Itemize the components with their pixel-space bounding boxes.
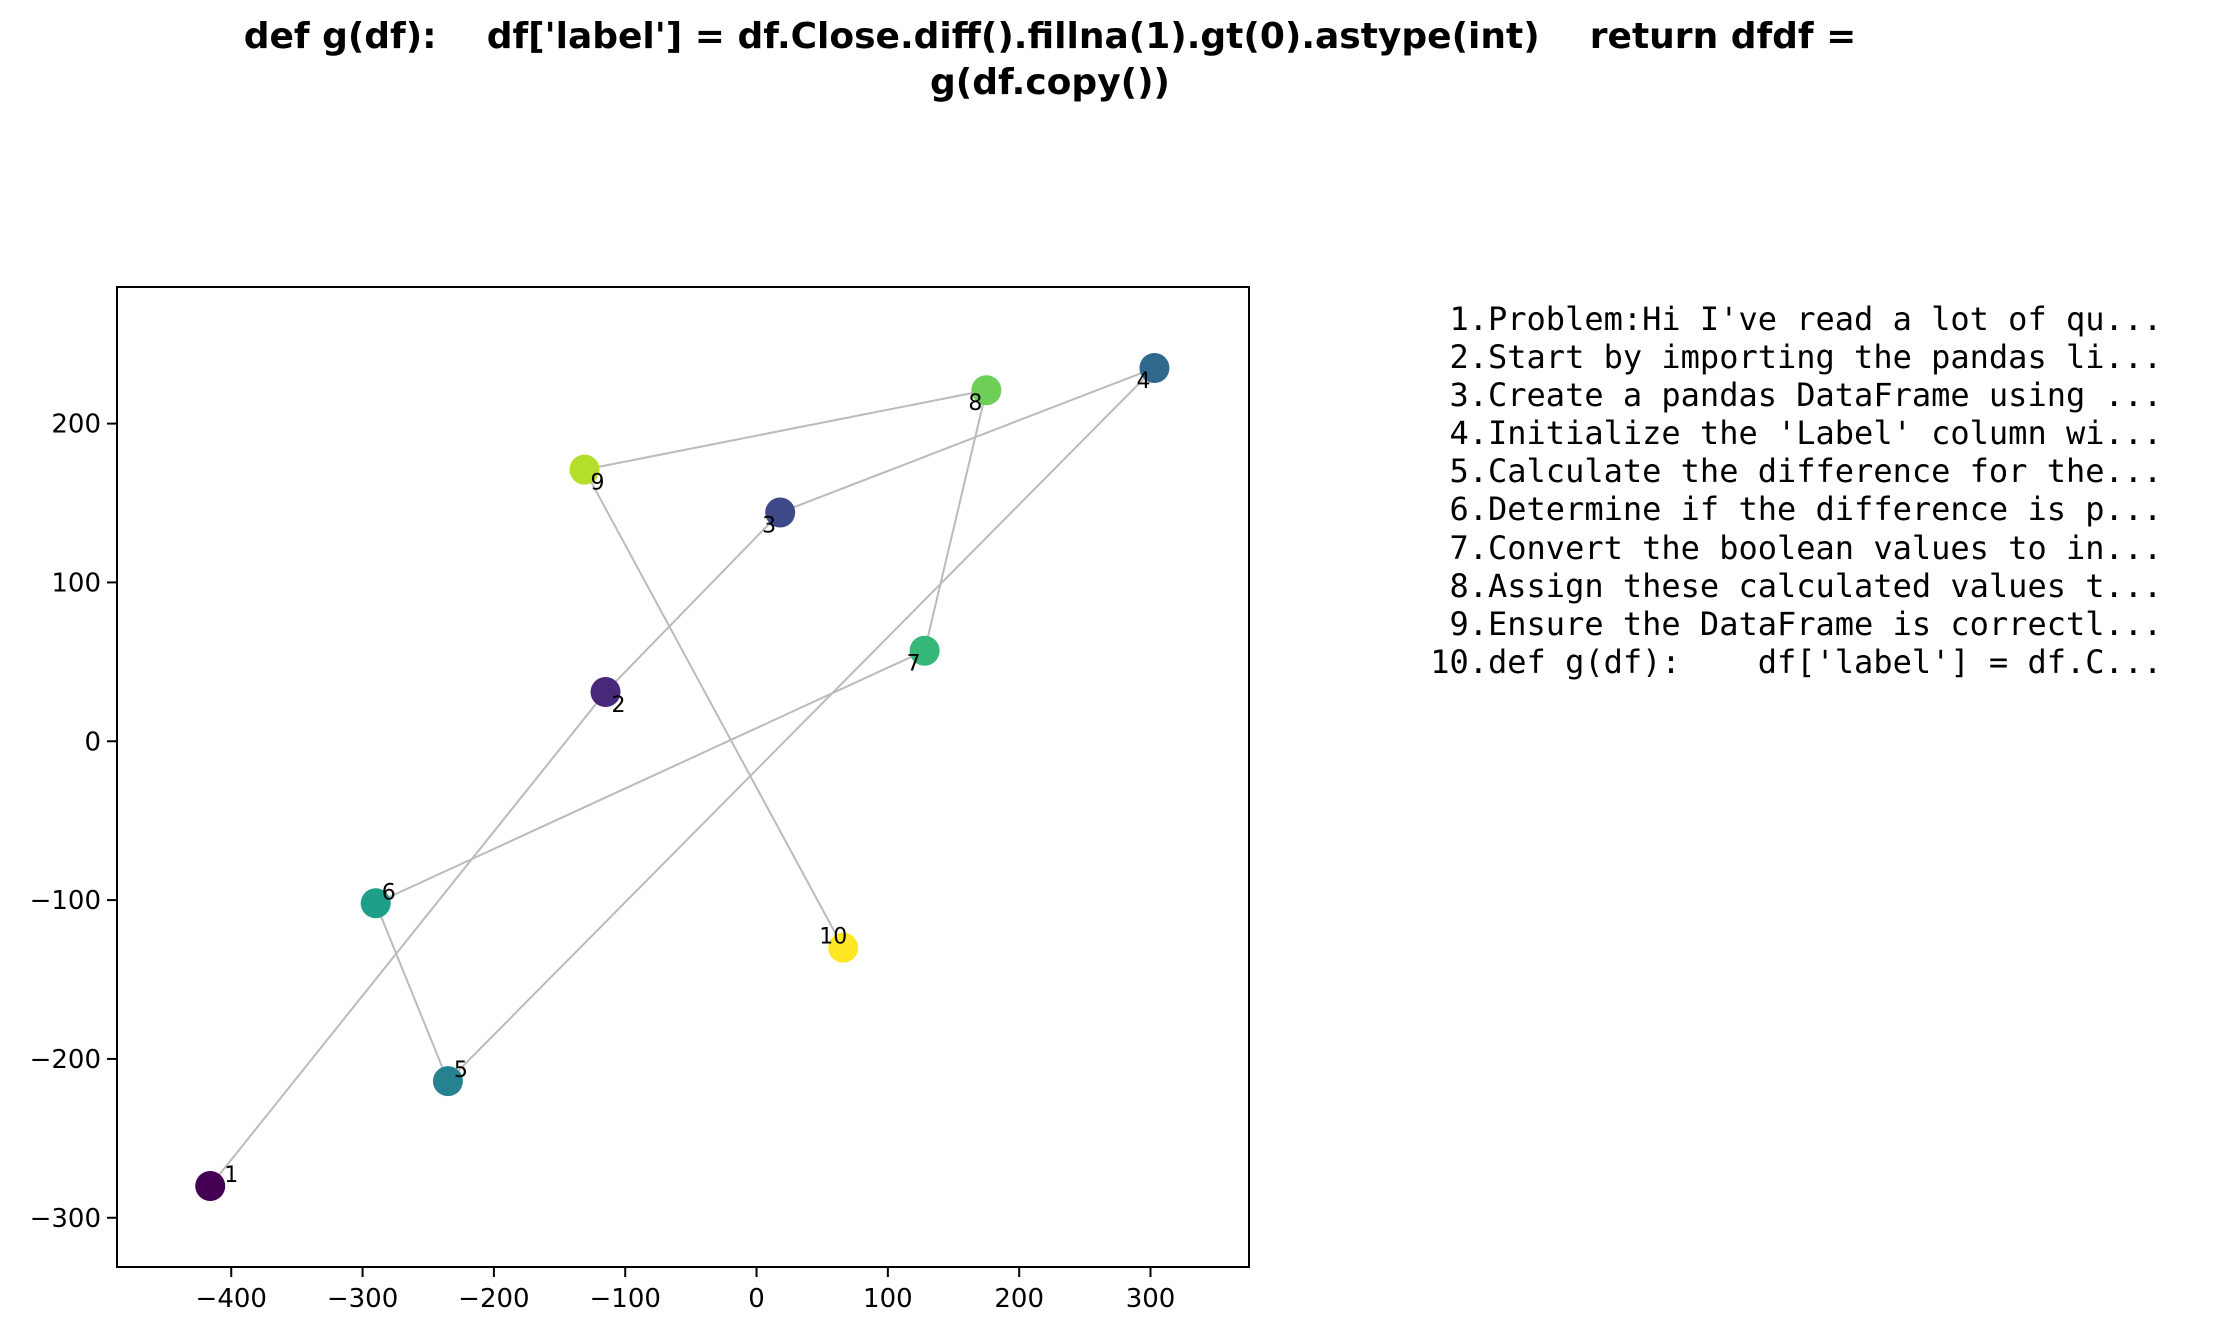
point-label: 4 (1136, 369, 1150, 394)
step-text: Determine if the difference is p... (1488, 490, 2163, 529)
step-text: Problem:Hi I've read a lot of qu... (1488, 300, 2163, 338)
step-text: Calculate the difference for the... (1488, 452, 2163, 491)
x-tick-label: −200 (458, 1284, 529, 1314)
x-tick-label: −100 (590, 1284, 661, 1314)
connector-line (923, 390, 988, 651)
chart-title: def g(df): df['label'] = df.Close.diff()… (0, 14, 2100, 106)
chart-title-line-1: def g(df): df['label'] = df.Close.diff()… (243, 16, 1857, 57)
point-label: 3 (762, 514, 776, 539)
step-number: 3. (1449, 376, 1488, 415)
step-text: Convert the boolean values to in... (1488, 528, 2163, 567)
step-text: Assign these calculated values t... (1488, 566, 2163, 605)
x-tick-label: 200 (994, 1284, 1044, 1314)
step-number: 2. (1449, 338, 1488, 377)
step-text: Start by importing the pandas li... (1488, 338, 2163, 377)
step-text: Ensure the DataFrame is correctl... (1488, 604, 2163, 643)
point-label: 7 (907, 652, 921, 677)
connector-line (583, 469, 845, 949)
connector-line (584, 389, 987, 471)
point-label: 2 (612, 693, 626, 718)
step-number: 8. (1449, 566, 1488, 605)
connector-line (779, 367, 1155, 514)
step-number: 5. (1449, 452, 1488, 491)
point-label: 10 (819, 925, 847, 950)
y-tick-label: 0 (84, 727, 101, 757)
data-point (360, 888, 391, 919)
step-number: 1. (1449, 300, 1488, 338)
step-item: 8. Assign these calculated values t... (1410, 567, 2220, 605)
step-item: 1. Problem:Hi I've read a lot of qu... (1410, 300, 2220, 338)
step-item: 9. Ensure the DataFrame is correctl... (1410, 605, 2220, 643)
x-tick-label: −400 (196, 1284, 267, 1314)
connector-line (374, 902, 449, 1082)
axes-frame (116, 286, 1250, 1268)
y-tick-label: 100 (51, 568, 101, 598)
step-text: Initialize the 'Label' column wi... (1488, 414, 2163, 453)
step-item: 10. def g(df): df['label'] = df.C... (1410, 643, 2220, 681)
y-tick-label: −300 (30, 1204, 101, 1234)
data-point (432, 1066, 463, 1097)
data-point (1139, 353, 1170, 384)
step-item: 5. Calculate the difference for the... (1410, 452, 2220, 490)
step-number: 10. (1430, 642, 1488, 681)
data-point (195, 1170, 226, 1201)
step-item: 2. Start by importing the pandas li... (1410, 338, 2220, 376)
point-label: 1 (224, 1163, 238, 1188)
connector-line (447, 367, 1156, 1082)
x-tick-label: 100 (863, 1284, 913, 1314)
y-tick-label: 200 (51, 410, 101, 440)
step-number: 4. (1449, 414, 1488, 453)
data-point (971, 375, 1002, 406)
point-label: 5 (454, 1058, 468, 1083)
x-tick-label: 300 (1126, 1284, 1176, 1314)
y-tick-label: −100 (30, 886, 101, 916)
step-number: 6. (1449, 490, 1488, 529)
step-number: 7. (1449, 528, 1488, 567)
connector-line (604, 511, 781, 693)
data-point (590, 677, 621, 708)
connector-line (209, 691, 607, 1187)
step-item: 6. Determine if the difference is p... (1410, 490, 2220, 528)
data-point (765, 497, 796, 528)
connector-line (375, 649, 926, 905)
plot-area: 1 2 3 4 5 6 7 8 9 10 −400 −300 −200 −100 0 100 200 300 −30… (30, 286, 1250, 1314)
step-item: 3. Create a pandas DataFrame using ... (1410, 376, 2220, 414)
x-tick-label: −300 (327, 1284, 398, 1314)
point-label: 9 (591, 471, 605, 496)
data-point (569, 454, 600, 485)
step-text: def g(df): df['label'] = df.C... (1488, 642, 2163, 681)
chart-title-line-2: g(df.copy()) (929, 62, 1171, 103)
step-number: 9. (1449, 604, 1488, 643)
point-label: 6 (382, 880, 396, 905)
data-point (828, 932, 859, 963)
point-label: 8 (968, 391, 982, 416)
x-tick-label: 0 (748, 1284, 765, 1314)
steps-list: 1. Problem:Hi I've read a lot of qu... 2.… (1410, 300, 2220, 681)
y-tick-label: −200 (30, 1045, 101, 1075)
step-text: Create a pandas DataFrame using ... (1488, 376, 2163, 415)
step-item: 4. Initialize the 'Label' column wi... (1410, 414, 2220, 452)
step-item: 7. Convert the boolean values to in... (1410, 529, 2220, 567)
data-point (909, 635, 940, 666)
